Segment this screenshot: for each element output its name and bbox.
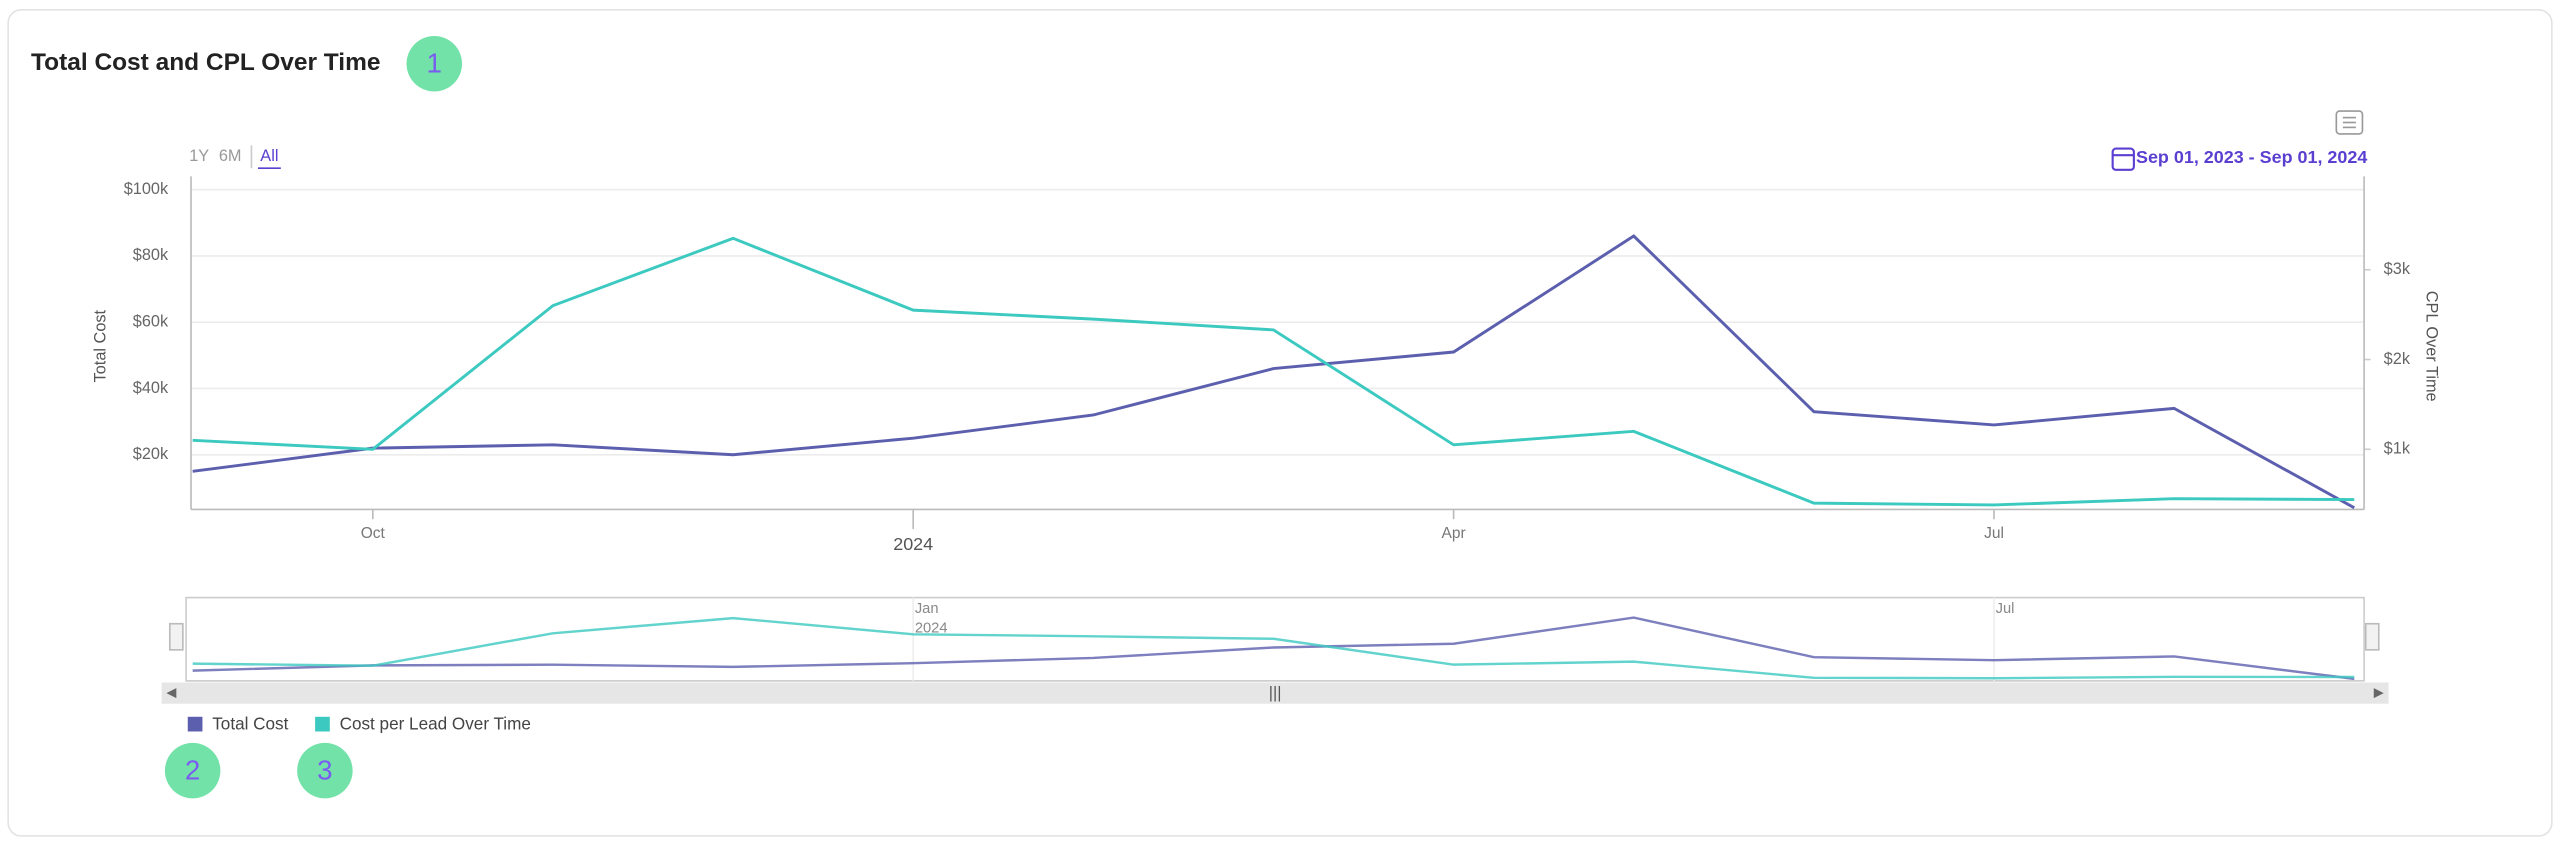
navigator-tick-label: Jul: [1996, 601, 2015, 617]
y2-tick-label: $2k: [2384, 350, 2411, 368]
y2-tick-label: $1k: [2384, 440, 2411, 458]
annotation-badge: [406, 35, 463, 92]
navigator-frame: [185, 596, 2365, 682]
series-line: [192, 236, 2355, 507]
navigator-line: [192, 616, 2355, 680]
y-axis-title: Total Cost: [92, 309, 110, 382]
x-tick-label: Oct: [361, 525, 386, 542]
annotation-number: 1: [427, 48, 442, 79]
y-tick-label: $80k: [133, 246, 169, 264]
y2-axis-title: CPL Over Time: [2423, 291, 2441, 402]
annotation-badge: [164, 742, 221, 799]
menu-button[interactable]: [2335, 110, 2364, 135]
x-tick-label: Apr: [1442, 525, 1466, 542]
date-range[interactable]: Sep 01, 2023 - Sep 01, 2024: [2136, 147, 2367, 167]
legend-label[interactable]: Cost per Lead Over Time: [340, 713, 531, 733]
scroll-left[interactable]: ◀: [166, 685, 176, 700]
series-line: [192, 234, 2355, 510]
scroll-right[interactable]: ▶: [2374, 685, 2384, 700]
legend-label[interactable]: Total Cost: [212, 713, 288, 733]
y-tick-label: $100k: [124, 180, 169, 198]
legend-swatch: [187, 716, 203, 732]
navigator-handle[interactable]: [168, 622, 184, 651]
calendar-icon: [2111, 147, 2135, 171]
chart-title: Total Cost and CPL Over Time: [31, 49, 380, 76]
y-tick-label: $60k: [133, 313, 169, 331]
navigator-line: [192, 616, 2355, 681]
y2-tick-label: $3k: [2384, 260, 2411, 278]
y-tick-label: $20k: [133, 445, 169, 463]
range-button[interactable]: All: [260, 147, 278, 165]
range-button[interactable]: 1Y: [189, 147, 209, 165]
range-button[interactable]: 6M: [219, 147, 242, 165]
navigator-tick-label: Jan: [915, 601, 939, 617]
annotation-number: 2: [185, 755, 200, 786]
x-tick-label: 2024: [893, 534, 933, 554]
scroll-grip[interactable]: |||: [1269, 684, 1282, 702]
legend-swatch: [315, 716, 330, 732]
annotation-number: 3: [317, 755, 332, 786]
scrollbar-track[interactable]: [161, 682, 2389, 704]
card: [7, 9, 2553, 837]
y-tick-label: $40k: [133, 379, 169, 397]
annotation-badge: [297, 742, 353, 799]
navigator-tick-sublabel: 2024: [915, 620, 948, 636]
navigator-handle[interactable]: [2364, 622, 2380, 651]
x-tick-label: Jul: [1984, 525, 2004, 542]
